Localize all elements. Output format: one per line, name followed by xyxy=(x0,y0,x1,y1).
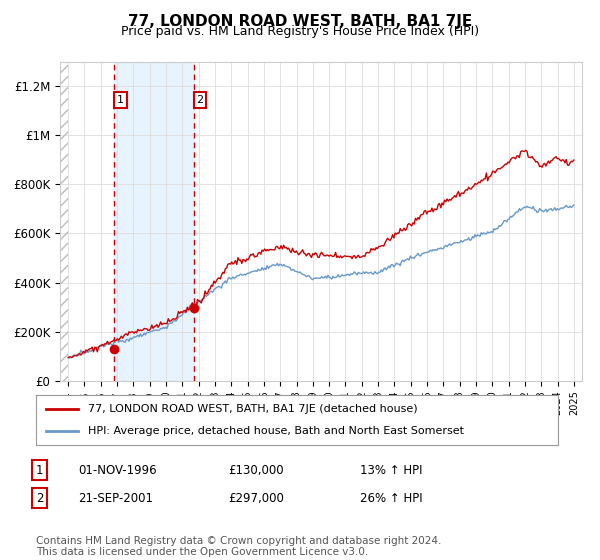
Text: 2: 2 xyxy=(197,95,203,105)
Text: 21-SEP-2001: 21-SEP-2001 xyxy=(78,492,153,505)
Text: 26% ↑ HPI: 26% ↑ HPI xyxy=(360,492,422,505)
Text: Price paid vs. HM Land Registry's House Price Index (HPI): Price paid vs. HM Land Registry's House … xyxy=(121,25,479,38)
Text: 13% ↑ HPI: 13% ↑ HPI xyxy=(360,464,422,477)
Text: 77, LONDON ROAD WEST, BATH, BA1 7JE: 77, LONDON ROAD WEST, BATH, BA1 7JE xyxy=(128,14,472,29)
Text: £130,000: £130,000 xyxy=(228,464,284,477)
Text: Contains HM Land Registry data © Crown copyright and database right 2024.
This d: Contains HM Land Registry data © Crown c… xyxy=(36,535,442,557)
Text: HPI: Average price, detached house, Bath and North East Somerset: HPI: Average price, detached house, Bath… xyxy=(88,426,464,436)
Text: £297,000: £297,000 xyxy=(228,492,284,505)
Bar xyxy=(115,62,194,381)
Text: 2: 2 xyxy=(36,492,44,505)
Text: 1: 1 xyxy=(36,464,44,477)
Text: 1: 1 xyxy=(117,95,124,105)
Text: 01-NOV-1996: 01-NOV-1996 xyxy=(78,464,157,477)
Text: 77, LONDON ROAD WEST, BATH, BA1 7JE (detached house): 77, LONDON ROAD WEST, BATH, BA1 7JE (det… xyxy=(88,404,418,414)
